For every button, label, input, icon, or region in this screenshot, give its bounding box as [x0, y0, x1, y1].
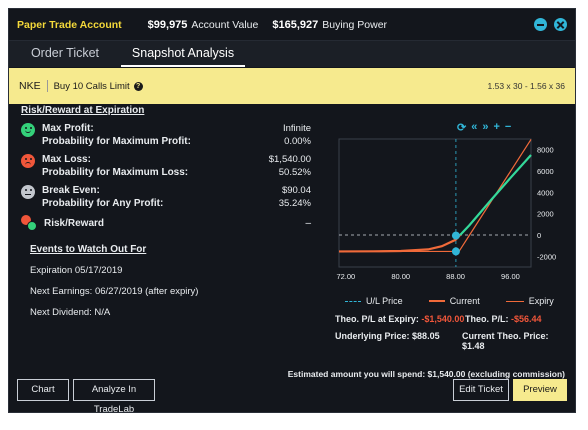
analyze-tradelab-button[interactable]: Analyze In TradeLab — [73, 379, 155, 415]
next-dividend: Next Dividend: N/A — [30, 307, 111, 318]
y-tick-label: 6000 — [537, 167, 554, 176]
symbol: NKE — [9, 80, 48, 92]
max-profit-row: Max Profit: Infinite Probability for Maxi… — [21, 122, 311, 148]
max-loss-row: Max Loss: $1,540.00 Probability for Maxim… — [21, 153, 311, 179]
break-even-value: $90.04 — [281, 185, 311, 196]
max-loss-label: Max Loss: — [42, 154, 91, 165]
current-theo-label: Current Theo. Price: — [462, 331, 549, 341]
account-value-label: Account Value — [191, 18, 259, 31]
x-tick-label: 88.00 — [446, 272, 465, 281]
prob-any-profit-value: 35.24% — [278, 198, 311, 209]
risk-reward-label: Risk/Reward — [44, 217, 105, 229]
risk-reward-panel: Risk/Reward at Expiration Max Profit: Inf… — [21, 105, 311, 328]
estimated-spend: Estimated amount you will spend: $1,540.… — [287, 369, 565, 379]
theo-pl-value: -$56.44 — [511, 314, 542, 324]
double-chevron-right-icon[interactable]: » — [482, 121, 489, 133]
break-even-label: Break Even: — [42, 185, 100, 196]
theo-pl-expiry-label: Theo. P/L at Expiry: — [335, 314, 419, 324]
legend-expiry: Expiry — [505, 296, 554, 306]
tab-bar: Order Ticket Snapshot Analysis — [9, 40, 575, 67]
double-chevron-left-icon[interactable]: « — [471, 121, 478, 133]
profit-loss-chart[interactable]: 8000 6000 4000 2000 0 -2000 72.00 80.00 88.00 96.… — [331, 133, 571, 293]
underlying-price-value: $88.05 — [412, 331, 440, 341]
series-current-profit-line — [459, 154, 532, 236]
plot-frame — [338, 138, 532, 268]
title-bar: Paper Trade Account $99,975 Account Valu… — [9, 9, 575, 40]
smile-face-icon — [21, 123, 35, 137]
minimize-icon[interactable] — [534, 18, 547, 31]
expiry-pl-marker — [451, 247, 460, 256]
y-tick-label: 4000 — [537, 188, 554, 197]
max-profit-label: Max Profit: — [42, 123, 94, 134]
tab-snapshot-analysis[interactable]: Snapshot Analysis — [121, 41, 245, 67]
prob-max-loss-label: Probability for Maximum Loss: — [42, 167, 189, 178]
prob-any-profit-label: Probability for Any Profit: — [42, 198, 164, 209]
break-even-row: Break Even: $90.04 Probability for Any Pr… — [21, 184, 311, 210]
sad-face-icon — [21, 154, 35, 168]
account-title: Paper Trade Account — [17, 18, 122, 31]
expiration-date: Expiration 05/17/2019 — [30, 265, 123, 276]
underlying-price-label: Underlying Price: — [335, 331, 410, 341]
y-tick-label: 2000 — [537, 210, 554, 219]
next-earnings: Next Earnings: 06/27/2019 (after expiry) — [30, 286, 199, 297]
risk-reward-value: – — [305, 217, 311, 229]
x-tick-label: 80.00 — [391, 272, 410, 281]
zoom-in-icon[interactable]: + — [493, 121, 500, 133]
max-profit-value: Infinite — [283, 123, 311, 134]
preview-button[interactable]: Preview — [513, 379, 567, 401]
snapshot-window: Paper Trade Account $99,975 Account Valu… — [8, 8, 576, 415]
y-tick-label: 8000 — [537, 146, 554, 155]
close-icon[interactable] — [554, 18, 567, 31]
x-tick-label: 72.00 — [336, 272, 355, 281]
tab-order-ticket[interactable]: Order Ticket — [30, 46, 100, 60]
buying-power-value: $165,927 — [272, 18, 319, 31]
current-pl-marker — [451, 231, 460, 240]
edit-ticket-button[interactable]: Edit Ticket — [453, 379, 509, 401]
current-theo-value: $1.48 — [462, 341, 485, 351]
risk-reward-title: Risk/Reward at Expiration — [21, 105, 145, 116]
chart-legend: U/L Price Current Expiry — [345, 296, 554, 306]
risk-reward-icon — [21, 215, 39, 231]
prob-max-profit-value: 0.00% — [284, 136, 311, 147]
symbol-bar: NKE Buy 10 Calls Limit ? 1.53 x 30 - 1.5… — [9, 68, 575, 104]
order-text: Buy 10 Calls Limit — [53, 80, 130, 92]
chart-button[interactable]: Chart — [17, 379, 69, 401]
theo-pl-expiry-value: -$1,540.00 — [421, 314, 465, 324]
events-section: Events to Watch Out For Expiration 05/17… — [21, 244, 311, 318]
account-value: $99,975 — [147, 18, 188, 31]
events-title: Events to Watch Out For — [30, 244, 147, 255]
max-loss-value: $1,540.00 — [268, 154, 311, 165]
refresh-icon[interactable]: ⟳ — [457, 122, 467, 134]
theo-row-2: Underlying Price: $88.05 Current Theo. P… — [335, 331, 571, 351]
y-tick-label: -2000 — [537, 252, 556, 261]
legend-ul-price: U/L Price — [345, 296, 403, 306]
buying-power-label: Buying Power — [322, 18, 388, 31]
theo-row-1: Theo. P/L at Expiry: -$1,540.00 Theo. P/… — [335, 314, 571, 324]
help-icon[interactable]: ? — [133, 81, 143, 91]
theo-pl-label: Theo. P/L: — [465, 314, 509, 324]
bid-ask-quote: 1.53 x 30 - 1.56 x 36 — [487, 81, 566, 91]
prob-max-loss-value: 50.52% — [278, 167, 311, 178]
prob-max-profit-label: Probability for Maximum Profit: — [42, 136, 191, 147]
order-description: Buy 10 Calls Limit ? — [48, 81, 143, 92]
risk-reward-row: Risk/Reward – — [21, 215, 311, 231]
x-tick-label: 96.00 — [501, 272, 520, 281]
zoom-out-icon[interactable]: − — [504, 121, 512, 133]
legend-current: Current — [428, 296, 480, 306]
y-tick-label: 0 — [537, 231, 541, 240]
series-current-loss-line — [338, 234, 461, 253]
chart-toolbar: ⟳ « » + − — [457, 121, 511, 134]
neutral-face-icon — [21, 185, 35, 199]
